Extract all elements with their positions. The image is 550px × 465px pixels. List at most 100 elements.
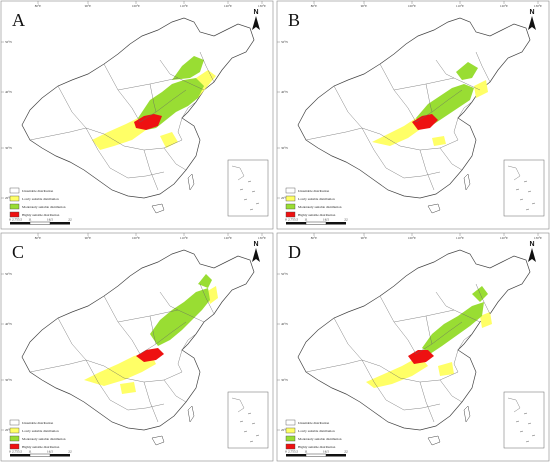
north-arrow-shape — [528, 16, 536, 30]
province-boundary — [457, 101, 473, 119]
scale-label: 16.5 — [47, 450, 53, 454]
scale-segment — [305, 453, 327, 457]
scale-label: 22 — [344, 218, 348, 222]
moderate-suitability-zone — [172, 56, 204, 80]
longitude-tick-label: 120°E — [224, 236, 232, 240]
latitude-tick-label: 30°N — [5, 378, 12, 382]
longitude-tick-label: 90°E — [361, 4, 367, 8]
province-boundary — [177, 117, 183, 141]
legend-label: Lowly suitable distribution — [22, 429, 59, 433]
inset-island — [527, 190, 532, 193]
province-boundary — [127, 403, 165, 411]
scale-segment — [326, 222, 346, 225]
legend: Unsuitable distribution Lowly suitable di… — [285, 187, 342, 218]
latitude-tick-label: 40°N — [281, 322, 288, 326]
moderate-suitability-zone — [456, 62, 478, 80]
legend-swatch — [9, 203, 20, 210]
country-outline — [297, 17, 531, 199]
province-boundary — [361, 359, 405, 411]
province-boundary — [453, 117, 459, 141]
scale-bar: 0 2.75 5.5 11 16.5 22 — [285, 450, 348, 457]
province-boundary — [149, 83, 157, 113]
longitude-tick-label: 80°E — [311, 4, 317, 8]
inset-frame — [227, 159, 269, 217]
inset-coast — [231, 165, 245, 181]
legend-label: Unsuitable distribution — [298, 189, 329, 193]
province-boundary — [453, 349, 459, 373]
legend: Unsuitable distribution Lowly suitable di… — [9, 419, 66, 450]
scale-label: 11 — [28, 218, 32, 222]
inset-island — [523, 180, 528, 183]
legend-label: Moderately suitable distribution — [298, 437, 342, 441]
low-suitability-zone — [92, 118, 146, 150]
legend-label: Moderately suitable distribution — [22, 205, 66, 209]
legend-label: Unsuitable distribution — [22, 421, 53, 425]
high-suitability-zone — [408, 350, 434, 364]
province-boundary — [439, 379, 463, 403]
panel-b: 80°E 90°E 100°E 110°E 120°E 130°E 50°N 40°N 30°N… — [276, 0, 550, 230]
scale-segment — [50, 222, 70, 225]
legend-label: Highly suitable distribution — [22, 445, 60, 449]
north-arrow-icon: N — [252, 241, 260, 262]
legend-swatch — [285, 419, 296, 426]
inset-island — [527, 422, 532, 425]
moderate-suitability-zone — [472, 286, 488, 302]
scale-label: 2.75 — [288, 218, 294, 222]
legend-label: Moderately suitable distribution — [22, 437, 66, 441]
low-suitability-zone — [160, 132, 178, 148]
legend-swatch — [285, 435, 296, 442]
province-boundary — [143, 149, 159, 191]
province-boundary — [333, 317, 381, 367]
latitude-tick-label: 50°N — [281, 272, 288, 276]
longitude-tick-label: 80°E — [35, 236, 41, 240]
inset-coast — [507, 165, 521, 181]
south-china-sea-inset — [503, 159, 545, 217]
scale-label: 11 — [28, 450, 32, 454]
inset-island — [525, 440, 530, 443]
taiwan-outline — [463, 173, 471, 191]
longitude-tick-label: 110°E — [456, 236, 464, 240]
latitude-tick-label: 20°N — [5, 196, 12, 200]
longitude-tick-label: 120°E — [500, 4, 508, 8]
taiwan-outline — [187, 173, 195, 191]
longitude-tick-label: 100°E — [408, 4, 416, 8]
inset-island — [515, 420, 520, 423]
north-label: N — [253, 9, 258, 16]
legend-swatch — [9, 435, 20, 442]
province-boundary — [29, 127, 87, 141]
province-boundary — [475, 283, 491, 315]
inset-island — [251, 422, 256, 425]
inset-island — [519, 198, 524, 201]
panel-label: B — [288, 10, 300, 30]
scale-label: 0 — [9, 450, 11, 454]
south-china-sea-inset — [227, 391, 269, 449]
province-boundary — [419, 149, 435, 191]
province-boundary — [379, 295, 417, 355]
scale-label: 11 — [304, 218, 308, 222]
scale-bar: 0 2.75 5.5 11 16.5 22 — [285, 218, 348, 225]
province-boundary — [403, 403, 441, 411]
longitude-tick-label: 90°E — [85, 4, 91, 8]
longitude-tick-label: 100°E — [408, 236, 416, 240]
province-boundary — [57, 85, 105, 135]
low-suitability-zone — [480, 312, 492, 328]
panel-label: C — [12, 242, 24, 262]
longitude-tick-label: 110°E — [456, 4, 464, 8]
taiwan-outline — [187, 405, 195, 423]
inset-island — [525, 208, 530, 211]
province-boundary — [439, 147, 463, 171]
legend-swatch — [9, 443, 20, 450]
scale-label: 0 — [285, 218, 287, 222]
low-suitability-zone — [474, 80, 488, 98]
province-boundary — [305, 359, 363, 373]
latitude-tick-label: 50°N — [5, 272, 12, 276]
legend-swatch — [285, 427, 296, 434]
longitude-tick-label: 90°E — [85, 236, 91, 240]
scale-label: 0 — [285, 450, 287, 454]
province-boundary — [139, 89, 187, 123]
longitude-tick-label: 80°E — [311, 236, 317, 240]
longitude-tick-label: 110°E — [180, 236, 188, 240]
inset-island — [515, 188, 520, 191]
legend-label: Highly suitable distribution — [298, 213, 336, 217]
